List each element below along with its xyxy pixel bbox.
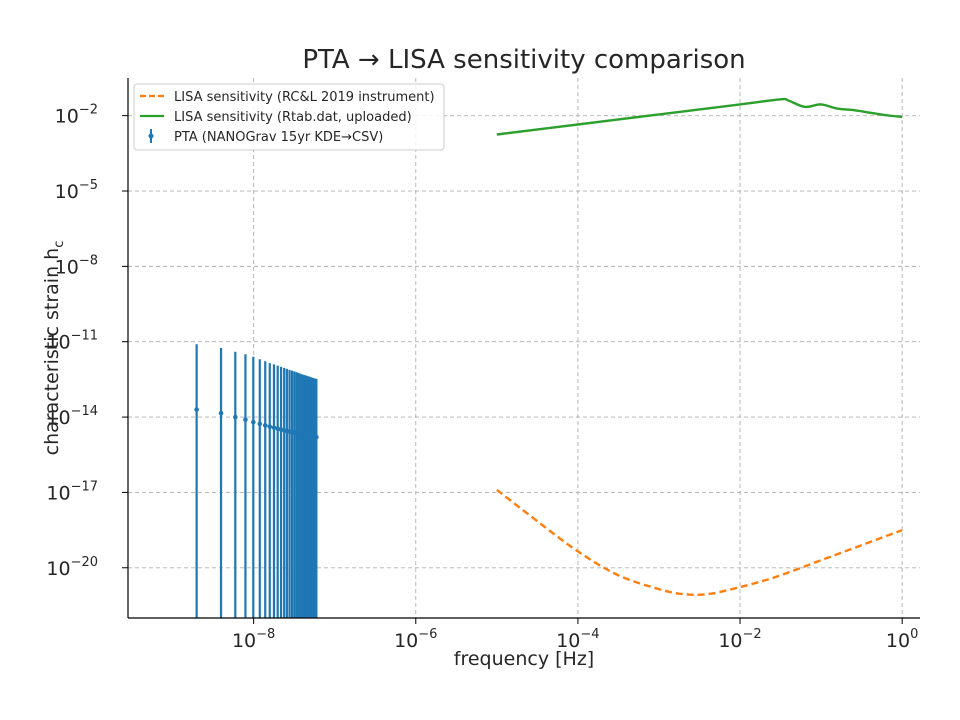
legend-entry-label: PTA (NANOGrav 15yr KDE→CSV) — [174, 130, 383, 145]
axes — [122, 78, 920, 624]
y-axis-label-text: characteristic strain h — [41, 248, 63, 456]
x-tick-label: 100 — [886, 627, 918, 652]
y-tick-label: 10−11 — [46, 329, 98, 354]
y-tick-label: 10−2 — [55, 103, 98, 128]
y-tick-label-base: 10 — [46, 332, 70, 354]
x-tick-label-exponent: −4 — [580, 627, 599, 642]
y-tick-label-base: 10 — [46, 407, 70, 429]
y-tick-label-exponent: −20 — [71, 555, 98, 570]
y-tick-label-base: 10 — [46, 558, 70, 580]
pta-errorbar-series — [194, 344, 319, 618]
y-tick-label-exponent: −5 — [79, 178, 98, 193]
pta-data-point — [271, 425, 277, 430]
chart-title: PTA → LISA sensitivity comparison — [302, 45, 745, 75]
tick-labels: 10−8 10−6 10−4 10−2 10010−210−510−810−1110−1… — [46, 103, 918, 652]
legend-swatch-pta-marker — [148, 133, 154, 139]
x-tick-label-exponent: −8 — [256, 627, 275, 642]
y-tick-label: 10−14 — [46, 404, 98, 429]
legend-box — [133, 83, 445, 151]
x-tick-label-base: 10 — [556, 630, 580, 652]
x-tick-label-base: 10 — [394, 630, 418, 652]
x-tick-label: 10−4 — [556, 627, 599, 652]
y-tick-label: 10−5 — [55, 178, 98, 203]
pta-data-point — [243, 417, 248, 422]
legend-entry-label: LISA sensitivity (Rtab.dat, uploaded) — [174, 110, 412, 125]
y-tick-label-exponent: −14 — [71, 404, 98, 419]
x-tick-label: 10−6 — [394, 627, 437, 652]
y-tick-label-exponent: −2 — [79, 103, 98, 118]
lisa-rcl-sensitivity-line — [496, 488, 903, 596]
x-tick-label-base: 10 — [718, 630, 742, 652]
pta-data-point — [262, 423, 268, 428]
x-tick-label-base: 10 — [886, 630, 910, 652]
lisa-rtab-sensitivity-line — [496, 97, 903, 136]
y-tick-label-base: 10 — [55, 181, 79, 203]
y-tick-label: 10−17 — [46, 479, 98, 504]
pta-data-point — [257, 421, 263, 427]
pta-data-point — [314, 434, 319, 440]
pta-data-point — [194, 407, 199, 412]
x-tick-label-base: 10 — [232, 630, 256, 652]
pta-data-point — [233, 414, 238, 420]
pta-data-point — [218, 411, 224, 416]
pta-data-point — [267, 424, 273, 429]
y-tick-label-base: 10 — [55, 106, 79, 128]
y-tick-label-base: 10 — [46, 482, 70, 504]
y-tick-label: 10−8 — [55, 253, 98, 278]
y-axis-label: characteristic strain hc — [41, 241, 67, 456]
x-axis-label: frequency [Hz] — [454, 648, 594, 670]
x-tick-label-exponent: −2 — [743, 627, 762, 642]
y-tick-label: 10−20 — [46, 555, 98, 580]
x-tick-label-exponent: −6 — [418, 627, 437, 642]
y-tick-label-exponent: −11 — [71, 329, 98, 344]
y-axis-label-subscript: c — [52, 241, 67, 248]
y-tick-label-base: 10 — [55, 256, 79, 278]
pta-data-point — [250, 419, 256, 425]
legend-entry-label: LISA sensitivity (RC&L 2019 instrument) — [174, 90, 435, 105]
y-tick-label-exponent: −17 — [71, 479, 98, 494]
x-tick-label: 10−8 — [232, 627, 275, 652]
x-tick-label-exponent: 0 — [910, 627, 918, 642]
legend: LISA sensitivity (RC&L 2019 instrument) L… — [133, 83, 445, 151]
series-layer — [194, 97, 903, 618]
y-tick-label-exponent: −8 — [79, 253, 98, 268]
x-tick-label: 10−2 — [718, 627, 761, 652]
grid — [128, 78, 920, 618]
